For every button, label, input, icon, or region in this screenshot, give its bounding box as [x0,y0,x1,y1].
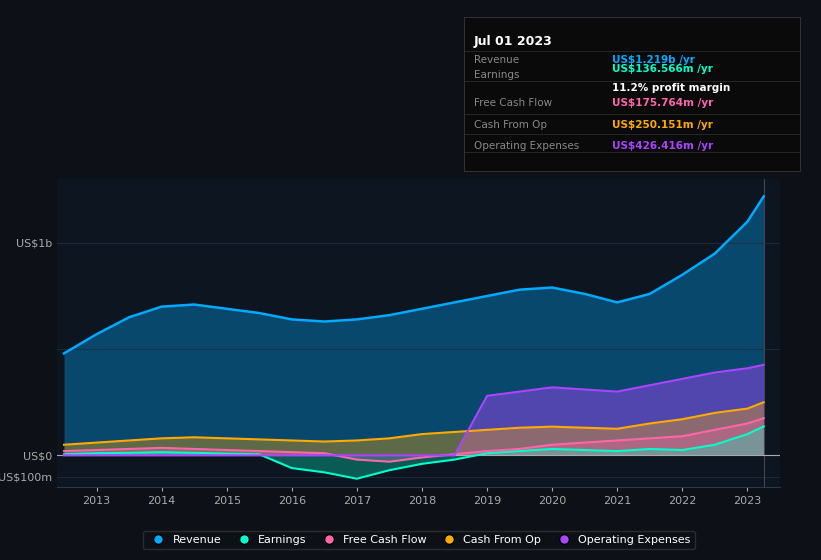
Text: Jul 01 2023: Jul 01 2023 [474,35,553,48]
Text: Revenue: Revenue [474,55,519,65]
Text: Earnings: Earnings [474,71,520,80]
Legend: Revenue, Earnings, Free Cash Flow, Cash From Op, Operating Expenses: Revenue, Earnings, Free Cash Flow, Cash … [143,530,695,549]
Text: US$136.566m /yr: US$136.566m /yr [612,64,713,74]
Text: US$1.219b /yr: US$1.219b /yr [612,55,695,65]
Text: US$250.151m /yr: US$250.151m /yr [612,120,713,129]
Text: Cash From Op: Cash From Op [474,120,547,129]
Text: 11.2% profit margin: 11.2% profit margin [612,83,730,92]
Text: Operating Expenses: Operating Expenses [474,141,579,151]
Text: US$426.416m /yr: US$426.416m /yr [612,141,713,151]
Text: Free Cash Flow: Free Cash Flow [474,98,552,108]
Text: US$175.764m /yr: US$175.764m /yr [612,98,713,108]
